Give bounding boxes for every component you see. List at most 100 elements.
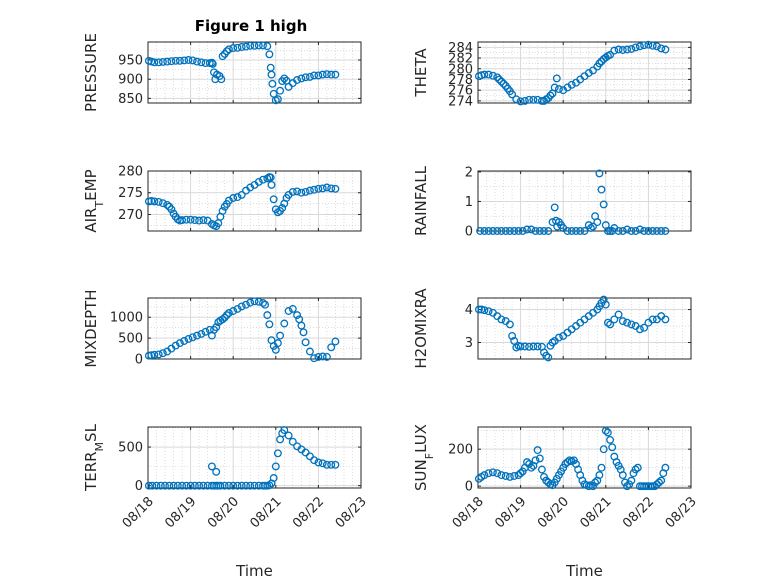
data-point <box>572 227 580 235</box>
data-point <box>147 197 156 205</box>
data-point <box>331 460 340 469</box>
grid-air_temp <box>148 171 361 231</box>
data-point <box>599 295 608 304</box>
y-tick-label: 0 <box>135 479 143 494</box>
ylabel-h2omixra: H2OMIXRA <box>412 288 430 369</box>
data-point <box>527 463 536 472</box>
data-point <box>220 481 229 490</box>
data-point <box>631 227 640 235</box>
data-point <box>224 481 233 490</box>
data-point <box>618 227 627 235</box>
data-point <box>182 215 191 224</box>
data-point <box>250 297 259 306</box>
data-point <box>644 40 653 49</box>
ylabel-air_temp: AIRTEMP <box>82 169 106 232</box>
figure-title: Figure 1 high <box>195 17 308 35</box>
data-point <box>288 304 297 313</box>
data-point <box>484 307 493 316</box>
data-point <box>152 481 161 490</box>
data-point <box>644 227 653 235</box>
data-point <box>516 469 525 478</box>
data-point <box>242 300 250 309</box>
data-point <box>273 449 282 458</box>
data-point <box>318 459 327 468</box>
data-point <box>250 481 259 490</box>
data-point <box>163 57 172 66</box>
data-point <box>182 481 191 490</box>
data-point <box>212 467 221 476</box>
data-point <box>276 86 285 95</box>
data-point <box>293 76 302 84</box>
series-theta <box>474 40 670 106</box>
data-point <box>523 225 531 234</box>
data-point <box>512 343 521 352</box>
data-point <box>154 350 163 359</box>
data-point <box>640 41 649 50</box>
data-point <box>327 343 336 352</box>
data-point <box>156 481 165 490</box>
data-point <box>640 227 649 235</box>
y-tick-label: 4 <box>465 303 473 318</box>
data-point <box>497 227 506 235</box>
ylabel-theta: THETA <box>412 48 430 98</box>
data-point <box>484 469 493 478</box>
data-point <box>178 216 187 225</box>
data-point <box>505 320 514 329</box>
y-tick-label: 0 <box>465 225 473 240</box>
data-point <box>618 46 627 54</box>
data-point <box>224 309 233 317</box>
data-point <box>516 342 525 351</box>
data-point <box>154 197 163 206</box>
data-point <box>331 70 340 79</box>
data-point <box>499 79 508 88</box>
y-tick-label: 270 <box>118 208 143 223</box>
data-point <box>229 44 238 53</box>
data-point <box>480 70 489 79</box>
data-point <box>186 481 195 490</box>
data-point <box>265 481 274 490</box>
data-point <box>246 41 255 50</box>
data-point <box>293 311 302 320</box>
data-point <box>546 91 555 100</box>
data-point <box>535 227 544 235</box>
data-point <box>188 56 197 65</box>
data-point <box>603 227 612 235</box>
y-tick-label: 284 <box>448 41 473 56</box>
data-point <box>322 70 331 79</box>
data-point <box>273 95 282 104</box>
data-point <box>310 456 319 465</box>
data-point <box>606 320 615 329</box>
data-point <box>529 342 538 351</box>
data-point <box>493 73 502 82</box>
data-point <box>299 328 308 337</box>
data-point <box>269 474 278 482</box>
series-mixdepth <box>144 297 340 363</box>
y-tick-label: 276 <box>448 84 473 99</box>
data-point <box>591 478 600 487</box>
data-point <box>229 481 238 490</box>
data-point <box>148 481 157 490</box>
data-point <box>195 481 204 490</box>
data-point <box>563 227 572 235</box>
data-point <box>314 71 323 80</box>
grid-terr_msl <box>148 427 361 488</box>
data-point <box>208 59 217 68</box>
data-point <box>305 347 314 356</box>
data-point <box>606 50 615 59</box>
data-point <box>661 315 670 324</box>
data-point <box>158 349 167 358</box>
data-point <box>652 227 661 235</box>
data-point <box>527 225 536 234</box>
plot-area-h2omixra <box>477 297 692 360</box>
data-point <box>623 225 632 234</box>
data-point <box>233 481 242 490</box>
data-point <box>167 57 176 66</box>
data-point <box>610 315 619 324</box>
data-point <box>267 70 276 79</box>
data-point <box>293 187 302 196</box>
subplot-pressure: 850 900 950 PRESSURE <box>82 33 362 112</box>
ylabel-terr_msl: TERRMSL <box>82 423 106 492</box>
data-point <box>265 50 274 59</box>
data-point <box>242 481 250 490</box>
data-point <box>488 227 497 235</box>
